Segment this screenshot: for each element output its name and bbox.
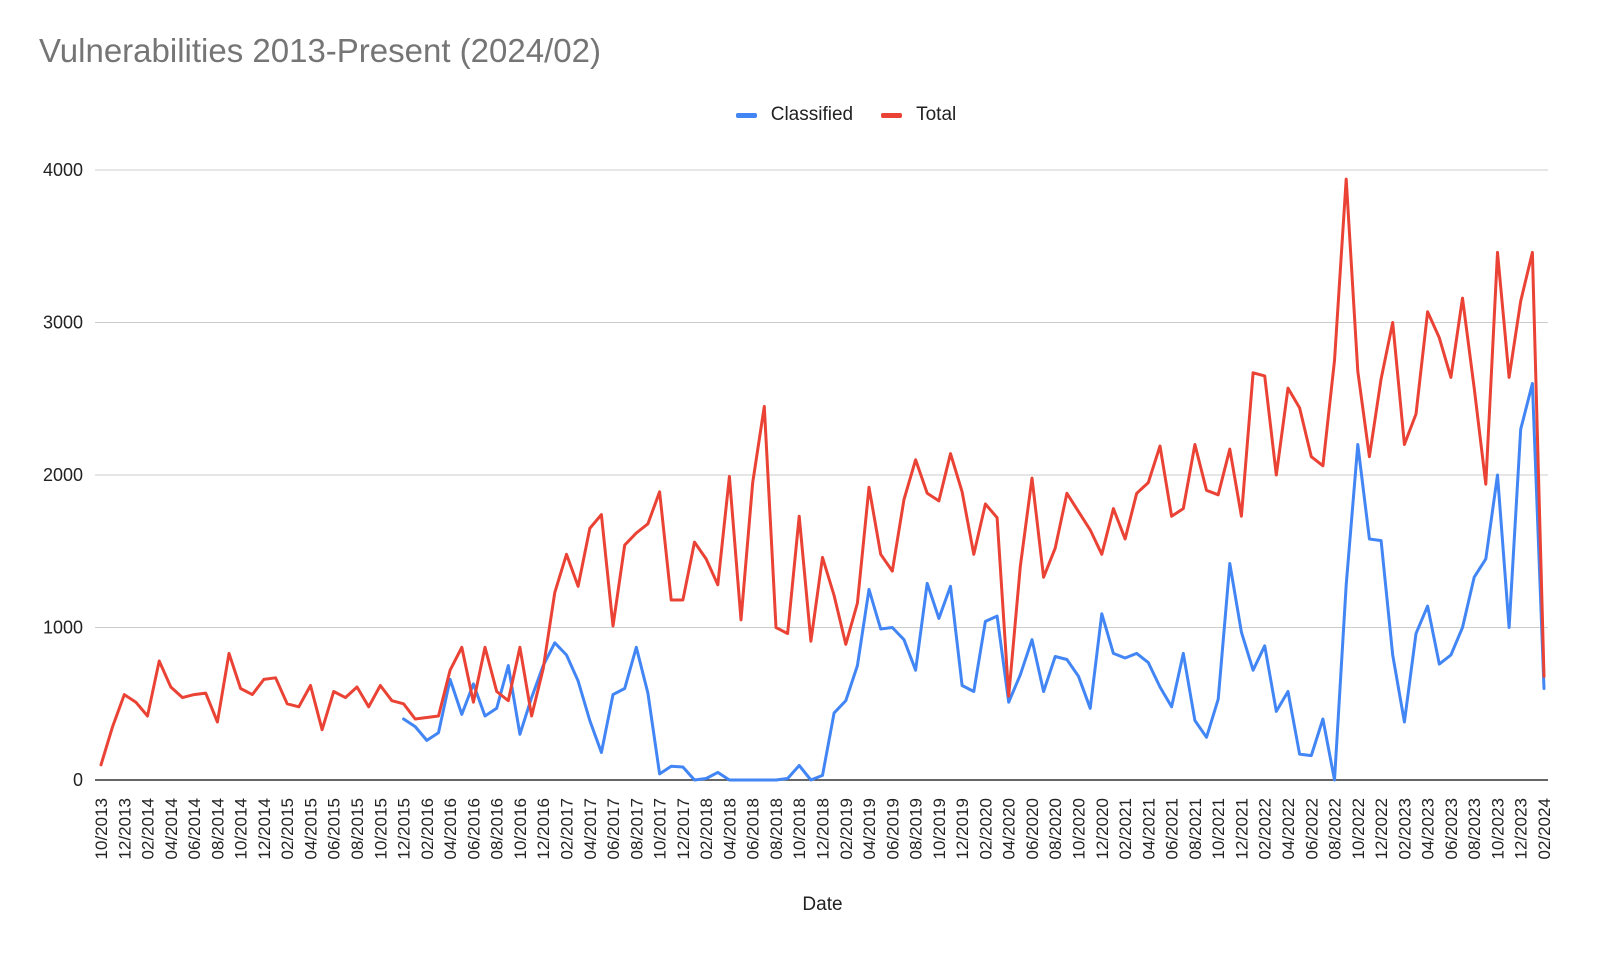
x-tick-label: 02/2017 (557, 798, 576, 859)
x-tick-label: 10/2014 (232, 798, 251, 859)
x-tick-label: 02/2016 (418, 798, 437, 859)
x-tick-label: 08/2022 (1326, 798, 1345, 859)
x-tick-label: 06/2015 (325, 798, 344, 859)
x-tick-label: 10/2013 (92, 798, 111, 859)
x-tick-label: 12/2013 (115, 798, 134, 859)
x-tick-label: 08/2015 (348, 798, 367, 859)
x-tick-label: 06/2019 (883, 798, 902, 859)
x-tick-label: 12/2018 (814, 798, 833, 859)
x-tick-label: 06/2021 (1163, 798, 1182, 859)
x-tick-label: 12/2014 (255, 798, 274, 859)
y-tick-label: 4000 (43, 160, 83, 180)
x-tick-label: 02/2015 (278, 798, 297, 859)
x-axis-title: Date (802, 894, 843, 915)
x-tick-label: 02/2021 (1116, 798, 1135, 859)
x-tick-label: 06/2014 (185, 798, 204, 859)
x-tick-label: 10/2019 (930, 798, 949, 859)
x-tick-label: 04/2022 (1279, 798, 1298, 859)
x-tick-label: 06/2022 (1302, 798, 1321, 859)
x-tick-label: 12/2015 (395, 798, 414, 859)
legend-label-classified: Classified (770, 104, 854, 125)
x-tick-label: 08/2019 (907, 798, 926, 859)
y-tick-label: 3000 (43, 313, 83, 333)
x-tick-label: 12/2022 (1372, 798, 1391, 859)
x-tick-label: 08/2016 (488, 798, 507, 859)
x-tick-label: 10/2018 (790, 798, 809, 859)
x-tick-label: 12/2021 (1232, 798, 1251, 859)
x-tick-label: 10/2022 (1349, 798, 1368, 859)
series-line-total (99, 177, 1546, 767)
x-tick-label: 06/2017 (604, 798, 623, 859)
x-tick-label: 06/2016 (464, 798, 483, 859)
legend-item-total[interactable]: Total (881, 104, 956, 126)
x-tick-label: 12/2020 (1093, 798, 1112, 859)
x-tick-label: 08/2023 (1465, 798, 1484, 859)
x-tick-label: 12/2017 (674, 798, 693, 859)
x-tick-label: 02/2022 (1256, 798, 1275, 859)
legend-swatch-total (881, 112, 903, 118)
x-tick-label: 04/2017 (581, 798, 600, 859)
x-tick-label: 08/2017 (627, 798, 646, 859)
x-tick-label: 06/2018 (744, 798, 763, 859)
chart-title: Vulnerabilities 2013-Present (2024/02) (39, 32, 601, 69)
x-tick-label: 06/2023 (1442, 798, 1461, 859)
x-tick-label: 04/2014 (162, 798, 181, 859)
legend-swatch-classified (735, 112, 757, 118)
x-tick-label: 04/2018 (720, 798, 739, 859)
x-tick-label: 10/2020 (1070, 798, 1089, 859)
x-tick-label: 02/2014 (139, 798, 158, 859)
series-line-classified (402, 382, 1546, 782)
x-tick-label: 08/2020 (1046, 798, 1065, 859)
x-tick-label: 08/2021 (1186, 798, 1205, 859)
x-tick-label: 02/2018 (697, 798, 716, 859)
legend: Classified Total (46, 104, 1600, 126)
x-tick-label: 02/2019 (837, 798, 856, 859)
x-tick-label: 08/2018 (767, 798, 786, 859)
legend-label-total: Total (916, 104, 957, 125)
x-tick-label: 04/2023 (1419, 798, 1438, 859)
x-tick-label: 02/2020 (976, 798, 995, 859)
x-tick-label: 04/2019 (860, 798, 879, 859)
x-tick-label: 10/2021 (1209, 798, 1228, 859)
x-tick-label: 12/2019 (953, 798, 972, 859)
y-tick-label: 2000 (43, 465, 83, 485)
x-tick-label: 12/2023 (1512, 798, 1531, 859)
x-tick-label: 08/2014 (208, 798, 227, 859)
x-tick-label: 02/2023 (1395, 798, 1414, 859)
x-tick-label: 04/2021 (1139, 798, 1158, 859)
x-tick-label: 10/2017 (651, 798, 670, 859)
y-tick-label: 1000 (43, 618, 83, 638)
x-tick-label: 04/2015 (301, 798, 320, 859)
legend-item-classified[interactable]: Classified (735, 104, 854, 126)
x-tick-label: 04/2016 (441, 798, 460, 859)
x-tick-label: 10/2023 (1488, 798, 1507, 859)
x-tick-label: 10/2016 (511, 798, 530, 859)
x-tick-label: 02/2024 (1535, 798, 1554, 859)
x-tick-label: 06/2020 (1023, 798, 1042, 859)
x-tick-label: 04/2020 (1000, 798, 1019, 859)
x-tick-label: 12/2016 (534, 798, 553, 859)
x-tick-label: 10/2015 (371, 798, 390, 859)
y-tick-label: 0 (73, 770, 83, 790)
